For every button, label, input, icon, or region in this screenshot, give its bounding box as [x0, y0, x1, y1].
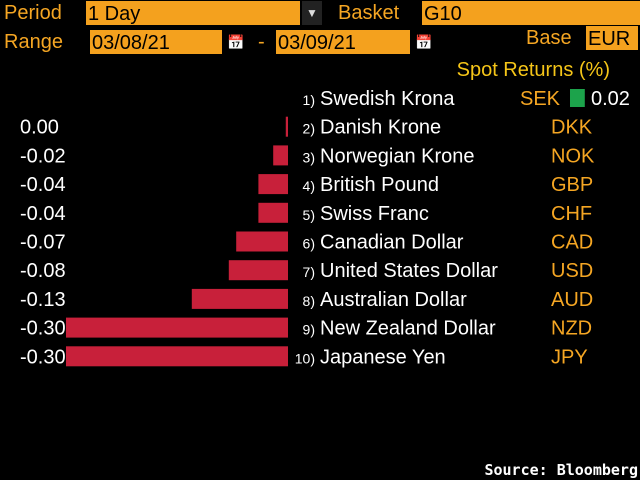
range-label: Range — [4, 31, 63, 53]
currency-name: Australian Dollar — [320, 289, 467, 311]
currency-code: GBP — [551, 174, 593, 196]
value-label: -0.07 — [20, 232, 66, 254]
currency-code: NOK — [551, 145, 595, 167]
currency-name: Danish Krone — [320, 117, 441, 139]
value-label: -0.30 — [20, 318, 66, 340]
chart-title: Spot Returns (%) — [457, 59, 610, 81]
value-label: -0.04 — [20, 174, 66, 196]
currency-name: British Pound — [320, 174, 439, 196]
value-label: -0.08 — [20, 260, 66, 282]
bar — [258, 202, 288, 223]
currency-name: Swiss Franc — [320, 203, 429, 225]
currency-name: Norwegian Krone — [320, 145, 475, 167]
currency-code: AUD — [551, 289, 593, 311]
rank-label: 10) — [295, 350, 315, 366]
range-separator: - — [258, 31, 265, 53]
base-label: Base — [526, 27, 572, 49]
bar — [66, 346, 288, 367]
value-label: 0.00 — [20, 117, 59, 139]
rank-label: 8) — [303, 293, 315, 309]
rank-label: 4) — [303, 178, 315, 194]
bar — [236, 231, 288, 252]
value-label: -0.04 — [20, 203, 66, 225]
base-currency-field[interactable]: EUR — [586, 26, 638, 50]
value-label: -0.30 — [20, 346, 66, 368]
currency-name: United States Dollar — [320, 260, 498, 282]
currency-code: JPY — [551, 346, 588, 368]
currency-name: Swedish Krona — [320, 88, 455, 110]
rank-label: 2) — [303, 121, 315, 137]
bar — [273, 145, 288, 166]
period-dropdown[interactable]: 1 Day — [86, 1, 300, 25]
bar — [66, 317, 288, 338]
rank-label: 6) — [303, 236, 315, 252]
value-label: 0.02 — [591, 88, 630, 110]
bar — [191, 288, 288, 309]
calendar-icon[interactable]: 📅 — [412, 30, 436, 54]
chevron-down-icon[interactable]: ▼ — [302, 1, 322, 25]
rank-label: 1) — [303, 92, 315, 108]
currency-code: SEK — [520, 88, 561, 110]
rank-label: 7) — [303, 264, 315, 280]
currency-name: Canadian Dollar — [320, 232, 464, 254]
bar — [258, 174, 288, 195]
range-start-field[interactable]: 03/08/21 — [90, 30, 222, 54]
source-note: Source: Bloomberg — [484, 461, 638, 479]
currency-code: CHF — [551, 203, 592, 225]
value-label: -0.02 — [20, 145, 66, 167]
rank-label: 9) — [303, 322, 315, 338]
currency-name: Japanese Yen — [320, 346, 446, 368]
period-label: Period — [4, 2, 62, 24]
currency-code: CAD — [551, 232, 593, 254]
currency-code: USD — [551, 260, 593, 282]
rank-label: 3) — [303, 149, 315, 165]
value-label: -0.13 — [20, 289, 66, 311]
basket-field[interactable]: G10 — [422, 1, 640, 25]
basket-label: Basket — [338, 2, 400, 24]
currency-code: NZD — [551, 318, 592, 340]
currency-name: New Zealand Dollar — [320, 318, 496, 340]
currency-code: DKK — [551, 117, 593, 139]
range-end-field[interactable]: 03/09/21 — [276, 30, 410, 54]
calendar-icon[interactable]: 📅 — [224, 30, 248, 54]
bar — [228, 260, 288, 281]
bar — [285, 116, 288, 137]
rank-label: 5) — [303, 207, 315, 223]
bar — [570, 89, 585, 107]
